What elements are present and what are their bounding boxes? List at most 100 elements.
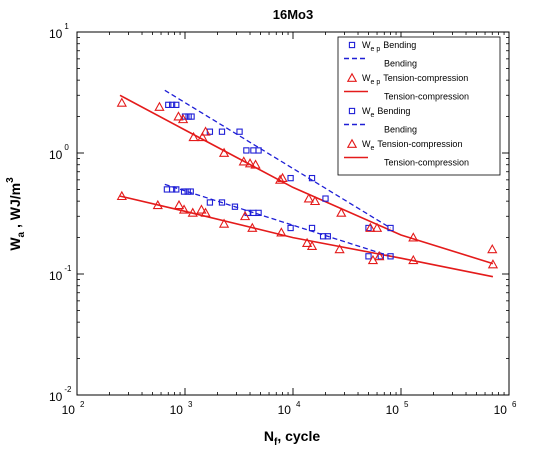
legend-entry: Bending — [344, 123, 417, 135]
data-point-triangle — [374, 250, 385, 261]
legend-entry: We p Bending — [348, 40, 416, 53]
legend-marker-square — [348, 41, 356, 49]
data-point-triangle — [408, 232, 419, 242]
data-point-square — [168, 101, 176, 108]
data-point-square — [387, 253, 394, 260]
data-point-triangle — [152, 199, 163, 210]
legend-label: We Bending — [362, 106, 410, 119]
legend-label-main: W — [362, 73, 371, 83]
legend-label: Bending — [384, 125, 417, 135]
legend-entry: Bending — [344, 57, 417, 69]
data-point-triangle — [250, 159, 261, 169]
x-axis-title-main: N — [264, 428, 274, 444]
x-tick-label-base: 10 — [386, 403, 400, 417]
y-axis-title-sup: 3 — [5, 177, 16, 183]
data-markers — [116, 97, 499, 269]
data-point-triangle — [336, 207, 347, 217]
data-point-square — [255, 209, 262, 217]
data-point-triangle — [178, 204, 190, 214]
data-point-square — [365, 224, 372, 232]
legend-label: We p Bending — [362, 40, 416, 53]
data-point-square — [163, 186, 171, 193]
data-point-triangle — [154, 101, 165, 111]
data-point-square — [255, 147, 262, 154]
data-point-triangle — [173, 199, 185, 210]
y-tick-label: 100 — [49, 143, 69, 162]
data-point-square — [231, 203, 239, 210]
x-tick-label-exp: 6 — [512, 400, 517, 409]
y-tick-label-exp: -2 — [64, 385, 72, 394]
data-point-triangle — [187, 207, 198, 217]
data-point-square — [188, 113, 195, 120]
x-tick-label-base: 10 — [170, 403, 184, 417]
data-point-square — [243, 147, 250, 154]
y-axis-title-suffix: , WJ/m — [7, 183, 23, 232]
legend-label: We p Tension-compression — [362, 73, 468, 86]
legend-label-main: W — [362, 40, 371, 50]
y-tick-label: 10-2 — [49, 385, 72, 404]
x-tick-label: 10 5 — [386, 400, 409, 417]
data-point-triangle — [365, 222, 376, 232]
y-tick-label: 101 — [49, 22, 69, 41]
data-point-triangle — [200, 207, 211, 217]
data-point-square — [180, 188, 188, 195]
x-axis-title: Nf, cycle — [264, 428, 320, 448]
legend-entry: We Bending — [348, 106, 410, 119]
x-axis-title-sub: f — [274, 437, 278, 448]
data-point-square — [187, 188, 194, 195]
data-point-triangle — [197, 131, 208, 142]
data-point-square — [250, 209, 257, 217]
legend-label-sub: e p — [371, 46, 381, 53]
legend-entry: Tension-compression — [344, 156, 469, 168]
legend-label: Tension-compression — [384, 158, 469, 168]
axis-ticks — [76, 31, 510, 396]
legend-marker-square — [348, 107, 356, 115]
y-axis-title: Wa , WJ/m3 — [5, 177, 27, 251]
legend-marker-triangle — [346, 138, 358, 148]
data-point-square — [322, 195, 329, 202]
x-tick-label-base: 10 — [278, 403, 292, 417]
data-point-triangle — [277, 172, 288, 183]
fit-line-solid — [119, 195, 494, 278]
data-point-triangle — [303, 193, 314, 203]
data-point-triangle — [177, 113, 189, 124]
fit-line-dashed — [164, 183, 391, 257]
data-point-triangle — [247, 222, 258, 232]
data-point-triangle — [200, 126, 211, 136]
data-point-triangle — [218, 147, 230, 157]
data-point-square — [236, 128, 243, 135]
legend-label-main: W — [362, 106, 371, 116]
y-tick-label-exp: -1 — [64, 264, 72, 273]
x-axis-title-suffix: , cycle — [277, 428, 320, 444]
legend-label-text: Bending — [377, 106, 410, 116]
data-point-triangle — [487, 243, 498, 254]
data-point-square — [308, 224, 316, 232]
data-point-square — [387, 224, 394, 232]
data-point-square — [308, 174, 316, 182]
y-tick-label-base: 10 — [49, 27, 63, 41]
data-point-triangle — [371, 222, 383, 232]
data-point-triangle — [301, 237, 313, 248]
fit-lines — [119, 89, 494, 278]
data-point-square — [206, 199, 214, 206]
legend-label-main: W — [362, 139, 371, 149]
data-point-square — [287, 224, 294, 232]
data-point-triangle — [408, 254, 419, 265]
data-point-square — [173, 101, 180, 108]
data-point-triangle — [487, 259, 499, 269]
data-point-triangle — [239, 210, 251, 221]
data-point-square — [287, 174, 294, 182]
x-tick-label: 10 3 — [170, 400, 193, 417]
legend-box — [337, 36, 501, 176]
legend-label-sub: e — [371, 112, 375, 119]
y-tick-label-base: 10 — [49, 390, 63, 404]
data-point-triangle — [238, 156, 249, 166]
x-tick-label-base: 10 — [494, 403, 508, 417]
legend-label-sub: e — [371, 145, 375, 152]
data-point-triangle — [116, 97, 127, 107]
data-point-square — [173, 186, 180, 193]
y-tick-label-base: 10 — [49, 148, 63, 162]
legend-entry: We p Tension-compression — [346, 72, 468, 86]
